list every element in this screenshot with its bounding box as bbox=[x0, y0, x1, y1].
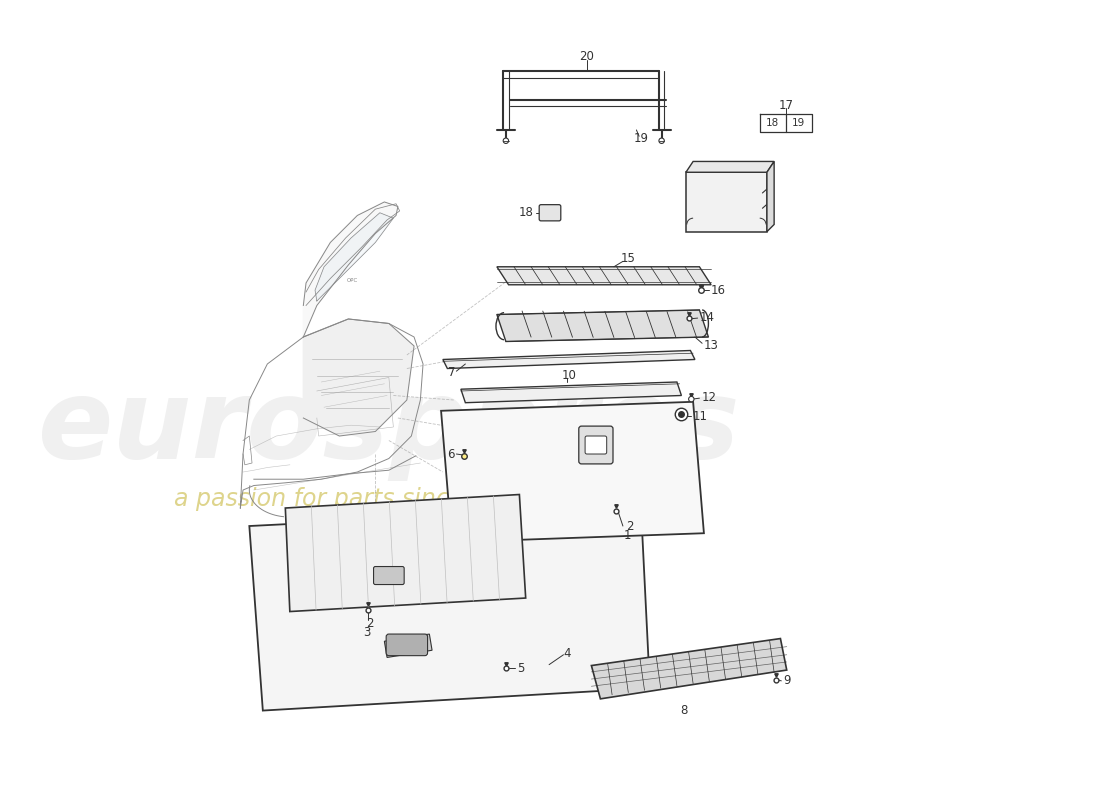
Text: 9: 9 bbox=[783, 674, 791, 687]
Circle shape bbox=[503, 138, 508, 143]
Circle shape bbox=[659, 138, 664, 143]
Text: 19: 19 bbox=[634, 133, 648, 146]
Circle shape bbox=[689, 396, 694, 402]
Text: 6: 6 bbox=[447, 447, 454, 461]
Polygon shape bbox=[315, 213, 394, 301]
Polygon shape bbox=[767, 162, 774, 232]
Text: 3: 3 bbox=[364, 626, 371, 638]
Text: 12: 12 bbox=[701, 390, 716, 404]
FancyBboxPatch shape bbox=[386, 634, 428, 656]
Text: 18: 18 bbox=[766, 118, 779, 128]
Text: 2: 2 bbox=[626, 519, 634, 533]
Text: 2: 2 bbox=[366, 617, 374, 630]
Polygon shape bbox=[384, 634, 432, 658]
FancyBboxPatch shape bbox=[585, 436, 607, 454]
Polygon shape bbox=[497, 310, 708, 342]
Text: 7: 7 bbox=[448, 366, 455, 379]
Text: OPC: OPC bbox=[348, 278, 359, 282]
Text: 8: 8 bbox=[681, 704, 688, 717]
Text: a passion for parts since 1985: a passion for parts since 1985 bbox=[175, 487, 531, 511]
Text: 20: 20 bbox=[580, 50, 594, 62]
Text: 13: 13 bbox=[704, 339, 718, 353]
FancyBboxPatch shape bbox=[539, 205, 561, 221]
Polygon shape bbox=[443, 350, 695, 369]
Text: 16: 16 bbox=[711, 284, 726, 297]
Polygon shape bbox=[686, 162, 774, 172]
Text: 10: 10 bbox=[561, 369, 576, 382]
FancyBboxPatch shape bbox=[579, 426, 613, 464]
Text: 4: 4 bbox=[563, 647, 571, 660]
Polygon shape bbox=[304, 202, 398, 337]
Polygon shape bbox=[686, 172, 767, 232]
Polygon shape bbox=[592, 638, 786, 699]
Text: 17: 17 bbox=[779, 99, 793, 112]
Text: 15: 15 bbox=[620, 252, 636, 265]
Polygon shape bbox=[304, 319, 414, 436]
Polygon shape bbox=[441, 402, 704, 542]
Text: 5: 5 bbox=[517, 662, 524, 674]
Text: 18: 18 bbox=[519, 206, 534, 219]
Text: 11: 11 bbox=[693, 410, 708, 422]
Polygon shape bbox=[497, 266, 711, 285]
Polygon shape bbox=[285, 494, 526, 611]
Text: 1: 1 bbox=[624, 529, 631, 542]
Text: 14: 14 bbox=[700, 310, 714, 324]
Text: eurospares: eurospares bbox=[37, 374, 740, 481]
Polygon shape bbox=[461, 382, 681, 402]
Polygon shape bbox=[250, 506, 650, 710]
Text: 19: 19 bbox=[792, 118, 805, 128]
FancyBboxPatch shape bbox=[374, 566, 404, 585]
